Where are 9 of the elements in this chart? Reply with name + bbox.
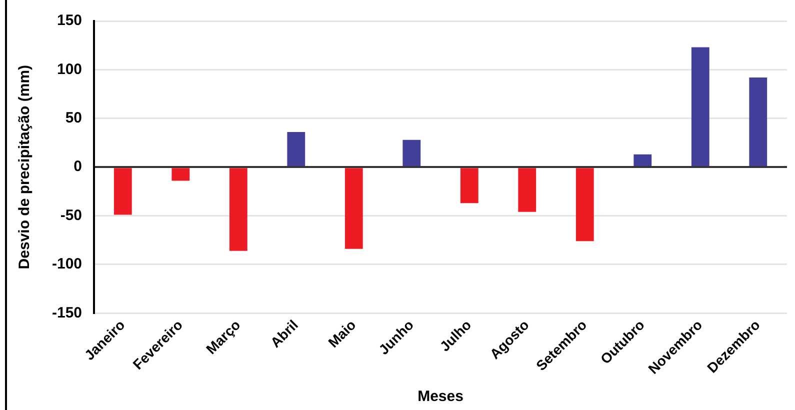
- y-tick-label: 150: [56, 12, 82, 30]
- y-tick-label: 50: [65, 110, 82, 127]
- x-axis-title: Meses: [418, 388, 464, 406]
- y-tick-label: -150: [52, 304, 82, 322]
- y-tick-label: -50: [60, 206, 82, 224]
- y-tick-label: -100: [52, 256, 82, 273]
- y-tick-label: 100: [56, 60, 82, 78]
- y-tick-label: 0: [74, 158, 82, 176]
- y-axis-title: Desvio de precipitação (mm): [16, 64, 34, 270]
